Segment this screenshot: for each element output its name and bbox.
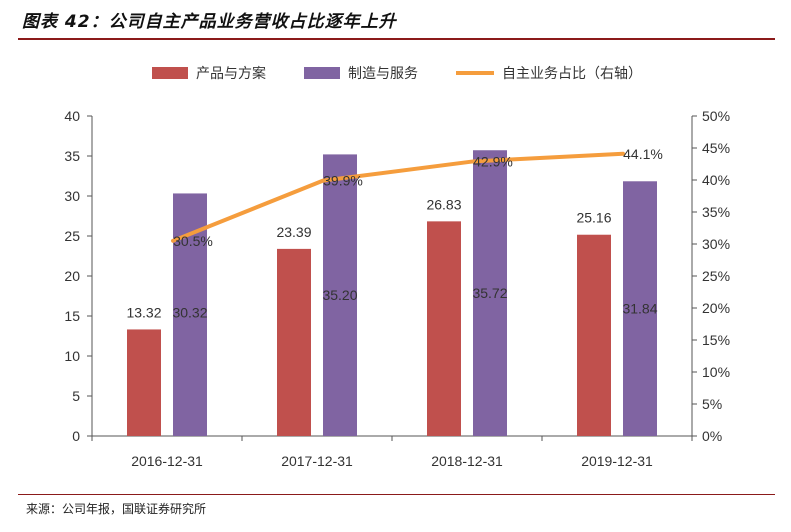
right-axis-tick-label: 0% [702, 428, 722, 444]
left-axis-tick-label: 35 [64, 148, 80, 164]
combo-chart: 0 5 10 15 20 25 30 35 40 0% 5% 10% 15% 20% 25% 30% 35% 40… [64, 65, 730, 469]
legend-label-share: 自主业务占比（右轴） [502, 66, 642, 82]
bar-value-label-product: 13.32 [126, 304, 161, 320]
bar-value-label-manufacturing: 30.32 [172, 304, 207, 320]
left-axis-tick-label: 5 [72, 388, 80, 404]
legend-label-manufacturing: 制造与服务 [348, 66, 418, 82]
left-axis-tick-label: 0 [72, 428, 80, 444]
right-axis-tick-label: 25% [702, 268, 730, 284]
x-axis-tick-label: 2017-12-31 [281, 453, 353, 469]
left-axis-tick-label: 15 [64, 308, 80, 324]
share-line-label: 42.9% [473, 153, 513, 169]
legend-label-product: 产品与方案 [196, 65, 266, 82]
right-axis-tick-label: 5% [702, 396, 722, 412]
x-axis-tick-label: 2018-12-31 [431, 453, 503, 469]
figure-header: 图表 42：公司自主产品业务营收占比逐年上升 [0, 0, 791, 38]
bar-product-solution [577, 234, 611, 436]
bar-manufacturing-service [623, 181, 657, 436]
bar-value-label-manufacturing: 35.72 [472, 285, 507, 301]
right-axis-tick-label: 15% [702, 332, 730, 348]
legend-swatch-product [152, 67, 188, 79]
bar-manufacturing-service [473, 150, 507, 437]
left-axis-tick-label: 40 [64, 108, 80, 124]
bar-product-solution [427, 221, 461, 436]
share-line-label: 44.1% [623, 146, 663, 162]
figure-title: 图表 42：公司自主产品业务营收占比逐年上升 [22, 12, 397, 32]
x-axis-tick-label: 2016-12-31 [131, 453, 203, 469]
bar-product-solution [127, 329, 161, 436]
left-axis-tick-label: 10 [64, 348, 80, 364]
title-divider [18, 38, 775, 40]
left-axis-tick-label: 30 [64, 188, 80, 204]
footer-divider [18, 494, 775, 495]
share-line [171, 151, 625, 243]
right-axis-tick-label: 40% [702, 172, 730, 188]
right-axis-tick-label: 20% [702, 300, 730, 316]
bar-value-label-manufacturing: 31.84 [622, 301, 657, 317]
bar-value-label-product: 25.16 [576, 210, 611, 226]
bar-value-label-product: 23.39 [276, 224, 311, 240]
figure-source: 来源：公司年报，国联证券研究所 [26, 502, 207, 516]
share-line-label: 30.5% [173, 233, 213, 249]
right-axis-tick-label: 30% [702, 236, 730, 252]
legend-swatch-manufacturing [304, 67, 340, 79]
right-axis-tick-label: 35% [702, 204, 730, 220]
right-axis-tick-label: 50% [702, 108, 730, 124]
right-axis-tick-label: 45% [702, 140, 730, 156]
bar-value-label-product: 26.83 [426, 196, 461, 212]
right-axis-tick-label: 10% [702, 364, 730, 380]
bar-manufacturing-service [323, 154, 357, 436]
share-line-label: 39.9% [323, 173, 363, 189]
bar-product-solution [277, 248, 311, 436]
left-axis-tick-label: 20 [64, 268, 80, 284]
left-axis-tick-label: 25 [64, 228, 80, 244]
x-axis-tick-label: 2019-12-31 [581, 453, 653, 469]
bar-value-label-manufacturing: 35.20 [322, 287, 357, 303]
